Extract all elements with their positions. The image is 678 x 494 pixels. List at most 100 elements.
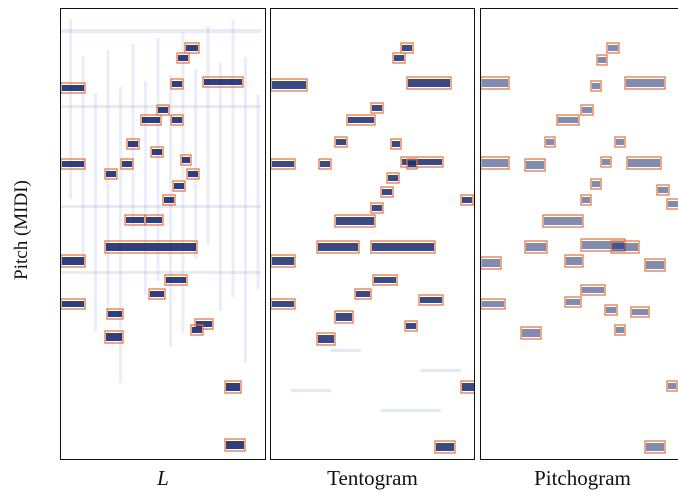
note-energy [188, 171, 198, 177]
note-energy [616, 327, 624, 333]
note-box [150, 146, 164, 158]
note-box [61, 158, 86, 170]
note-energy [272, 81, 306, 89]
note-box [170, 78, 184, 90]
energy-smear [119, 87, 122, 383]
note-box [656, 184, 670, 196]
note-energy [320, 161, 330, 167]
note-box [580, 194, 592, 206]
note-box [271, 298, 296, 310]
note-box [481, 256, 502, 270]
note-box [194, 318, 214, 330]
energy-smear [94, 93, 97, 331]
note-box [61, 298, 86, 310]
panel-pitchogram [480, 8, 678, 460]
note-energy [106, 333, 122, 341]
note-box [370, 102, 384, 114]
note-energy [318, 335, 334, 343]
note-energy [374, 277, 396, 283]
note-energy [272, 257, 294, 265]
note-energy [372, 243, 434, 251]
note-energy [226, 383, 240, 391]
note-energy [226, 441, 244, 449]
note-energy [646, 261, 664, 269]
note-energy [592, 181, 600, 187]
note-energy [598, 57, 606, 63]
note-energy [146, 217, 162, 223]
note-energy [582, 287, 604, 293]
note-energy [108, 311, 122, 317]
energy-smear [61, 29, 261, 33]
note-energy [62, 161, 84, 167]
panel-title-tentogram: Tentogram [327, 466, 418, 490]
note-energy [408, 161, 416, 167]
note-energy [142, 117, 160, 123]
note-box [418, 294, 444, 306]
energy-smear [169, 75, 172, 347]
note-box [524, 158, 546, 172]
energy-smear [256, 94, 260, 289]
note-energy [166, 277, 186, 283]
note-box [162, 194, 176, 206]
note-energy [482, 301, 504, 307]
note-energy [436, 443, 454, 451]
note-box [460, 380, 474, 394]
note-energy [482, 159, 508, 167]
energy-smear [61, 205, 261, 208]
note-energy [628, 159, 660, 167]
note-energy [544, 217, 582, 225]
note-energy [402, 45, 412, 51]
note-box [61, 254, 86, 268]
note-energy [164, 197, 174, 203]
note-box [224, 380, 242, 394]
note-energy [272, 161, 294, 167]
note-energy [356, 291, 370, 297]
note-box [564, 254, 584, 268]
note-box [164, 274, 188, 286]
note-energy [272, 301, 294, 307]
note-box [564, 296, 582, 308]
note-energy [668, 201, 678, 207]
note-energy [172, 81, 182, 87]
energy-smear [131, 44, 135, 229]
note-box [400, 156, 444, 168]
note-box [144, 214, 164, 226]
note-energy [612, 243, 638, 251]
note-energy [482, 259, 500, 267]
note-energy [616, 139, 624, 145]
note-box [370, 202, 384, 214]
note-box [172, 180, 186, 192]
note-box [596, 54, 608, 66]
note-energy [122, 161, 132, 167]
panel-L-plot [61, 19, 261, 452]
note-box [372, 274, 398, 286]
note-energy [646, 443, 664, 451]
note-energy [106, 171, 116, 177]
note-box [180, 154, 192, 166]
note-energy [204, 79, 242, 85]
note-box [600, 156, 612, 168]
note-box [481, 156, 510, 170]
note-box [120, 158, 134, 170]
note-energy [174, 183, 184, 189]
note-energy [62, 301, 84, 307]
note-energy [632, 309, 648, 315]
note-box [590, 80, 602, 92]
y-axis-label-text: Pitch (MIDI) [11, 180, 32, 280]
note-box [580, 284, 606, 296]
energy-smear [331, 349, 361, 352]
note-energy [186, 45, 198, 51]
note-box [334, 214, 376, 228]
note-energy [152, 149, 162, 155]
note-energy [566, 299, 580, 305]
energy-smear [144, 81, 147, 295]
note-energy [592, 83, 600, 89]
note-box [666, 198, 678, 210]
energy-smear [81, 56, 85, 265]
note-energy [462, 197, 472, 203]
note-energy [158, 107, 168, 113]
note-box [390, 138, 402, 150]
energy-smear [61, 105, 261, 108]
note-box [190, 324, 204, 336]
energy-smear [421, 369, 461, 372]
